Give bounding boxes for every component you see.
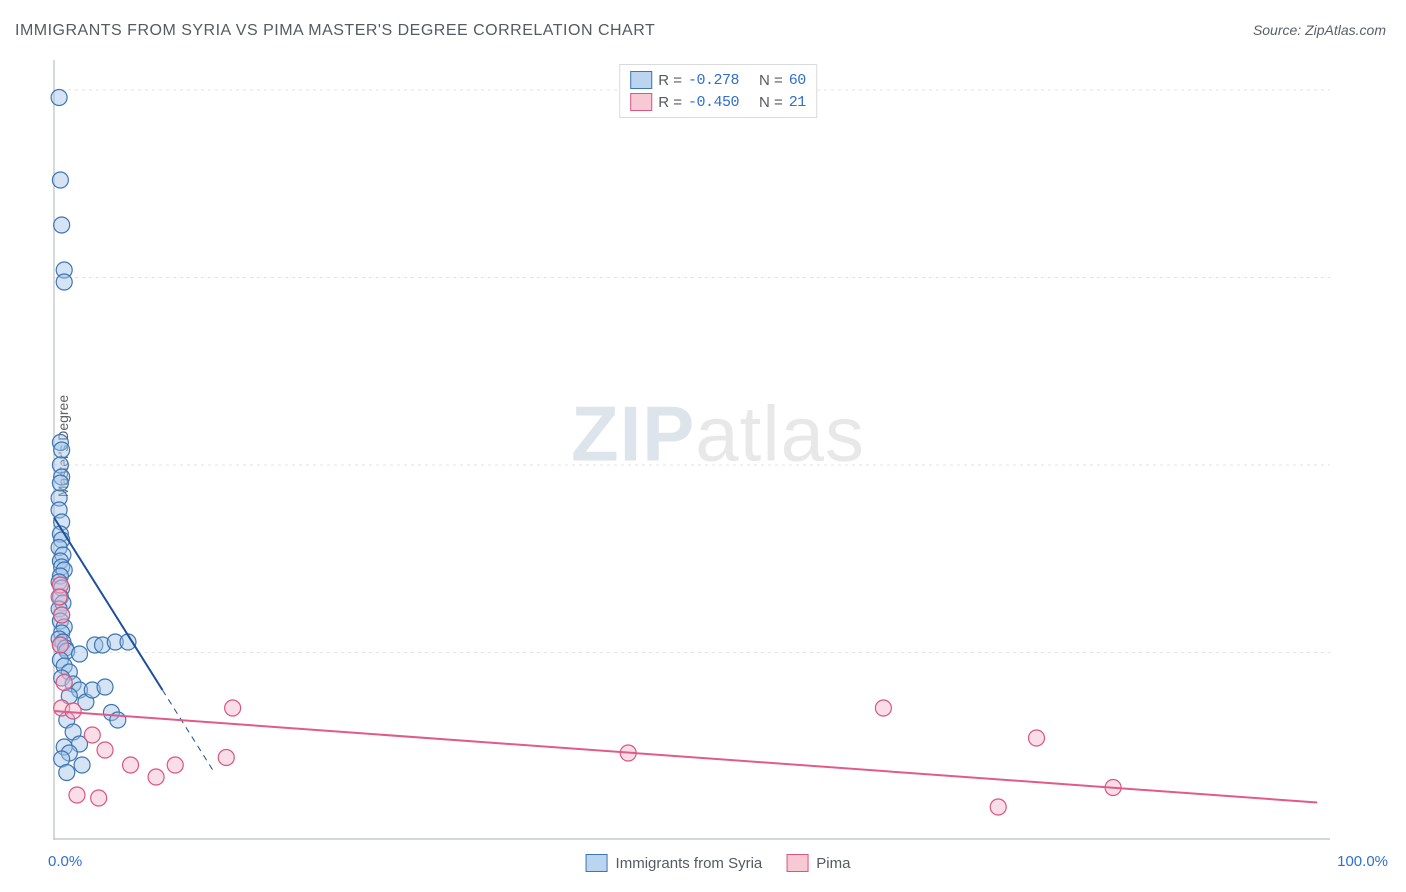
legend-swatch-pima [786, 854, 808, 872]
r-label: R = [658, 72, 682, 89]
swatch-pima [630, 93, 652, 111]
r-value-syria: -0.278 [688, 72, 739, 89]
legend-swatch-syria [586, 854, 608, 872]
chart-title: IMMIGRANTS FROM SYRIA VS PIMA MASTER'S D… [15, 22, 655, 40]
xtick-max: 100.0% [1337, 853, 1388, 870]
legend-item-syria: Immigrants from Syria [586, 854, 763, 872]
source-name: ZipAtlas.com [1305, 22, 1386, 38]
legend-row-syria: R = -0.278 N = 60 [630, 69, 806, 91]
scatter-plot: ZIPatlas 50.0% 37.5% 25.0% 12.5% R = -0.… [48, 60, 1388, 840]
legend-correlation-box: R = -0.278 N = 60 R = -0.450 N = 21 [619, 64, 817, 118]
legend-item-pima: Pima [786, 854, 850, 872]
legend-label-pima: Pima [816, 855, 850, 872]
n-value-syria: 60 [789, 72, 806, 89]
n-label-2: N = [759, 94, 783, 111]
source-label: Source: [1253, 22, 1301, 38]
plot-svg [48, 60, 1388, 840]
legend-series: Immigrants from Syria Pima [586, 854, 851, 872]
legend-label-syria: Immigrants from Syria [616, 855, 763, 872]
source-attribution: Source: ZipAtlas.com [1253, 22, 1386, 38]
n-label: N = [759, 72, 783, 89]
swatch-syria [630, 71, 652, 89]
x-axis-bar: 0.0% 100.0% Immigrants from Syria Pima [48, 842, 1388, 872]
n-value-pima: 21 [789, 94, 806, 111]
legend-row-pima: R = -0.450 N = 21 [630, 91, 806, 113]
r-label-2: R = [658, 94, 682, 111]
r-value-pima: -0.450 [688, 94, 739, 111]
xtick-min: 0.0% [48, 853, 82, 870]
chart-container: IMMIGRANTS FROM SYRIA VS PIMA MASTER'S D… [0, 0, 1406, 892]
